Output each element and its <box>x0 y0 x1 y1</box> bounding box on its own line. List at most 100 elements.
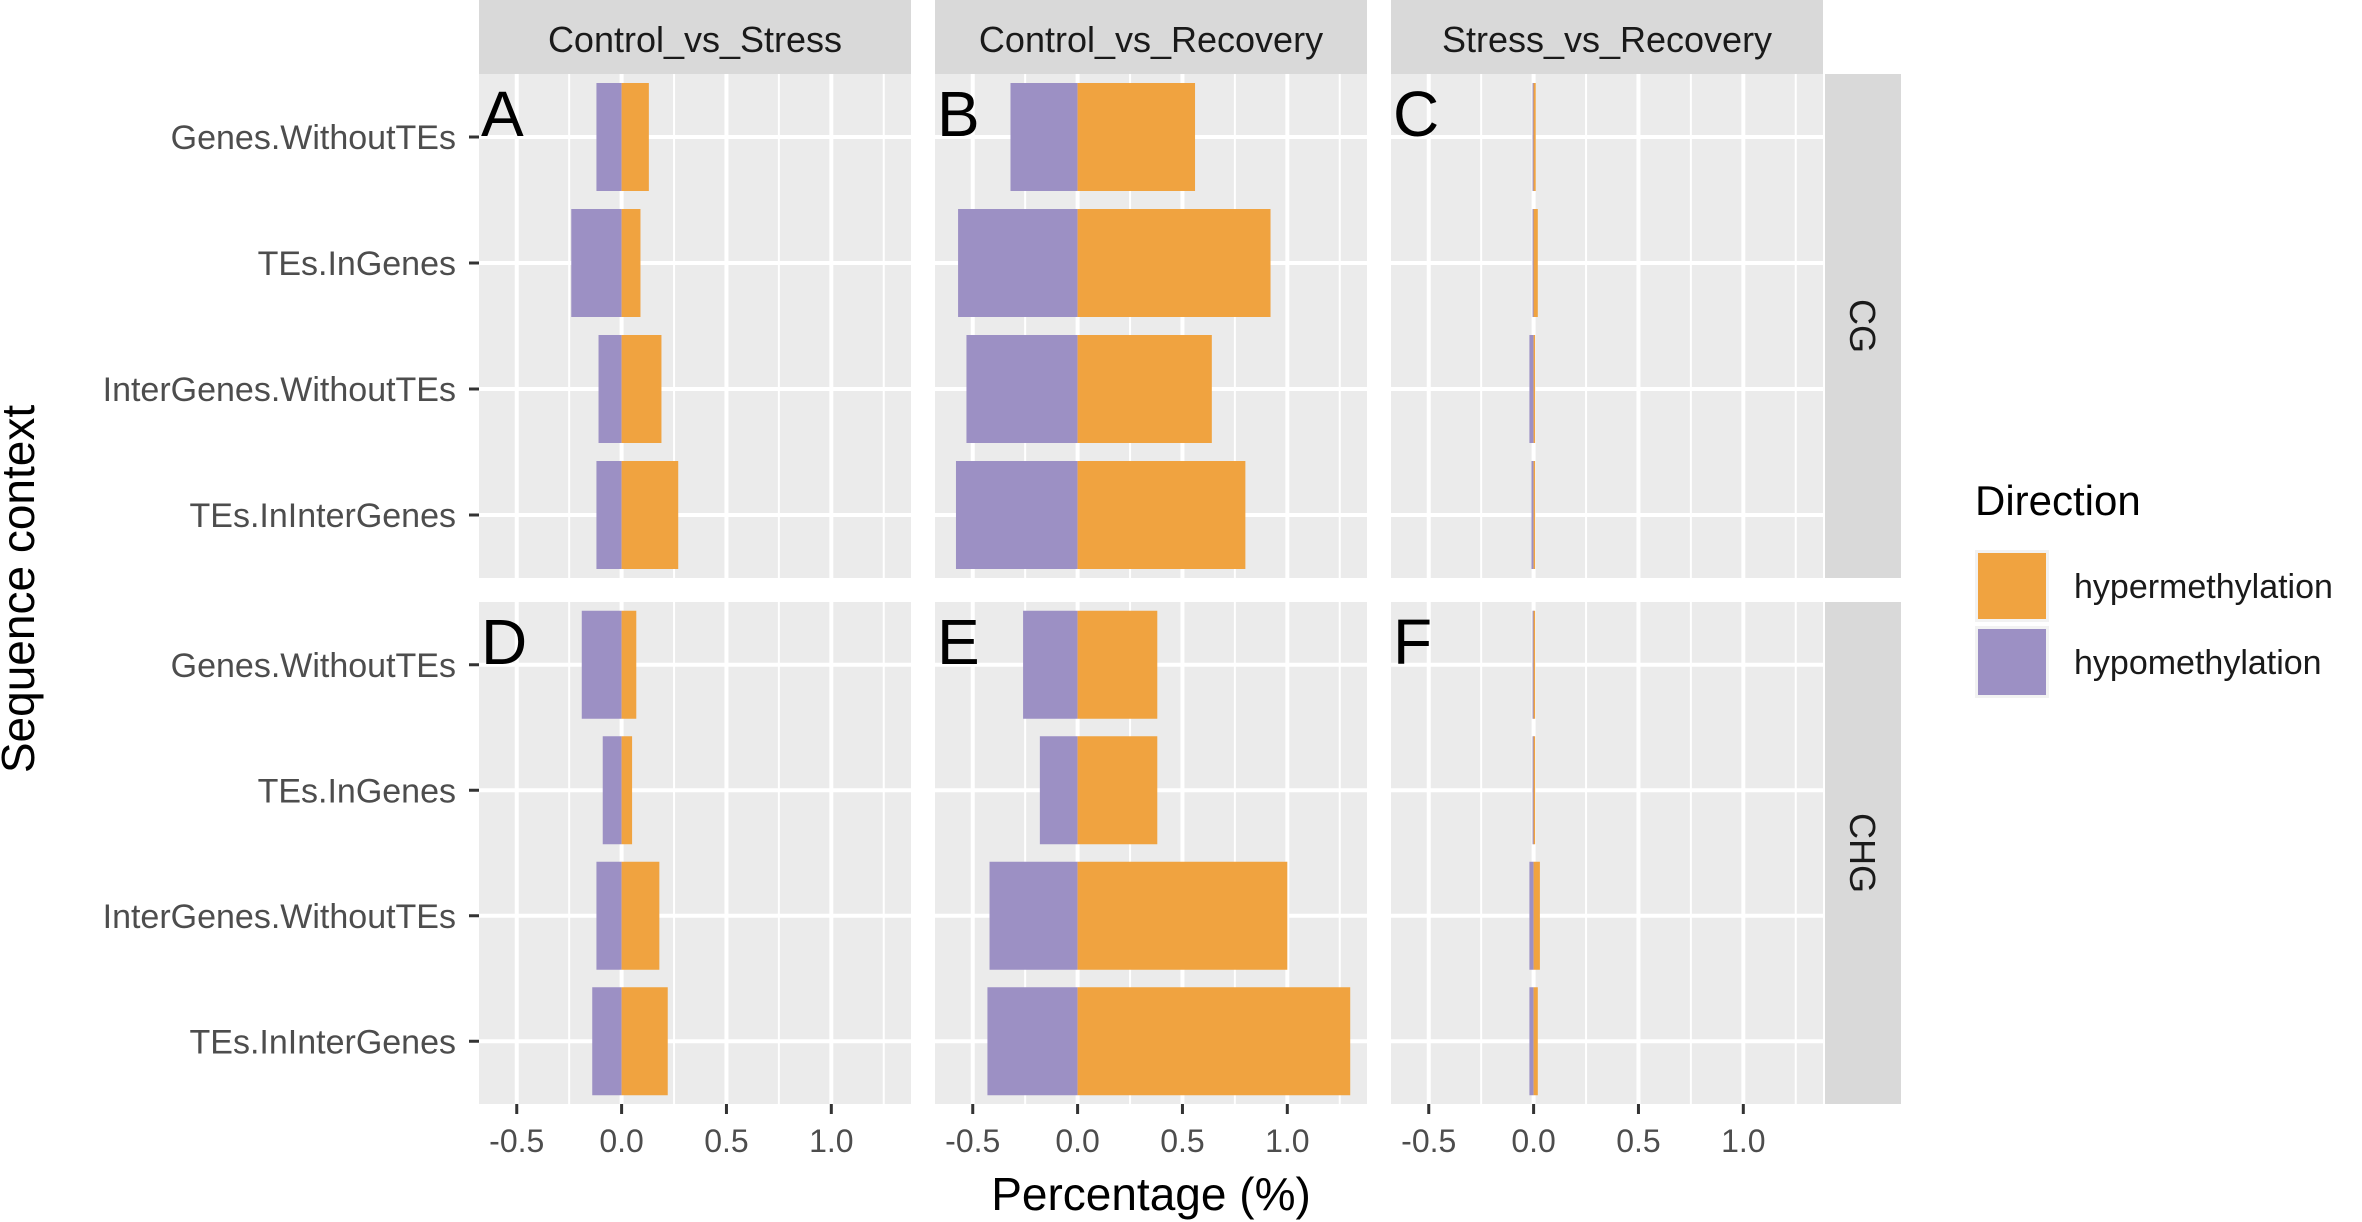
panel-A: A <box>481 78 679 569</box>
bar-hyper-E-3 <box>1077 861 1288 970</box>
bar-hyper-B-1 <box>1077 83 1196 191</box>
x-tick-label: -0.5 <box>489 1123 544 1159</box>
bar-hypo-A-3 <box>598 335 622 443</box>
legend: Direction hypermethylation hypomethylati… <box>1975 477 2333 698</box>
bar-hyper-A-1 <box>621 83 649 191</box>
bar-hypo-C-2 <box>1532 209 1535 317</box>
x-tick-label: 0.5 <box>1616 1123 1660 1159</box>
panel-letter-D: D <box>481 606 527 678</box>
y-axis-title: Sequence context <box>0 405 44 773</box>
panel-letter-C: C <box>1393 78 1439 150</box>
y-tick-label: TEs.InInterGenes <box>190 497 456 535</box>
y-tick-label: TEs.InInterGenes <box>190 1023 456 1061</box>
panel-letter-F: F <box>1393 606 1432 678</box>
panel-bg-r2-c3 <box>1391 602 1823 1104</box>
bar-hypo-B-1 <box>1010 83 1078 191</box>
legend-title: Direction <box>1975 477 2141 524</box>
bar-hypo-A-4 <box>596 461 622 569</box>
bar-hypo-E-1 <box>1023 610 1078 719</box>
bar-hyper-C-4 <box>1533 461 1536 569</box>
x-tick-label: 0.5 <box>704 1123 748 1159</box>
x-tick-label: -0.5 <box>1401 1123 1456 1159</box>
bar-hypo-F-4 <box>1529 987 1534 1096</box>
col-strip-3-label: Stress_vs_Recovery <box>1442 19 1772 60</box>
y-tick-label: Genes.WithoutTEs <box>171 119 456 157</box>
panel-letter-A: A <box>481 78 524 150</box>
x-tick-label: 1.0 <box>1721 1123 1765 1159</box>
y-tick-label: Genes.WithoutTEs <box>171 647 456 685</box>
legend-label-hypomethylation: hypomethylation <box>2074 644 2322 682</box>
bar-hypo-A-2 <box>571 209 622 317</box>
row-strip-1 <box>1825 74 1901 578</box>
bar-hypo-C-4 <box>1531 461 1534 569</box>
bar-hypo-D-4 <box>592 987 622 1096</box>
x-tick-label: 0.0 <box>1055 1123 1099 1159</box>
y-tick-label: TEs.InGenes <box>258 245 456 283</box>
row-strip-2 <box>1825 602 1901 1104</box>
x-tick-label: 0.0 <box>599 1123 643 1159</box>
bar-hypo-D-3 <box>596 861 622 970</box>
col-strip-2 <box>935 0 1367 74</box>
bar-hypo-E-4 <box>987 987 1078 1096</box>
bar-hyper-C-2 <box>1533 209 1538 317</box>
bar-hyper-E-2 <box>1077 736 1158 845</box>
bar-hyper-E-4 <box>1077 987 1351 1096</box>
y-tick-label: InterGenes.WithoutTEs <box>103 371 456 409</box>
bar-hyper-A-2 <box>621 209 641 317</box>
bar-hyper-C-1 <box>1533 83 1536 191</box>
bar-hypo-E-2 <box>1039 736 1078 845</box>
bar-hypo-F-2 <box>1532 736 1535 845</box>
col-strip-1 <box>479 0 911 74</box>
bar-hypo-B-3 <box>966 335 1078 443</box>
panel-B: B <box>937 78 1271 569</box>
bar-hyper-B-3 <box>1077 335 1212 443</box>
bar-hyper-D-4 <box>621 987 668 1096</box>
bar-hyper-A-4 <box>621 461 679 569</box>
col-strip-3 <box>1391 0 1823 74</box>
col-strip-1-label: Control_vs_Stress <box>548 19 842 60</box>
panel-letter-B: B <box>937 78 980 150</box>
panel-D: D <box>481 606 668 1096</box>
bar-hyper-F-3 <box>1533 861 1540 970</box>
bar-hyper-C-3 <box>1533 335 1536 443</box>
row-strip-1-label: CG <box>1842 299 1883 353</box>
bar-hypo-D-1 <box>581 610 622 719</box>
bar-hypo-A-1 <box>596 83 622 191</box>
panel-bg-r1-c1 <box>479 74 911 578</box>
bar-hyper-B-4 <box>1077 461 1246 569</box>
bar-hypo-D-2 <box>602 736 622 845</box>
panel-F: F <box>1393 606 1540 1096</box>
legend-swatch-hypermethylation <box>1978 553 2046 619</box>
x-tick-label: 0.0 <box>1511 1123 1555 1159</box>
bar-hyper-A-3 <box>621 335 662 443</box>
x-tick-label: 1.0 <box>809 1123 853 1159</box>
x-tick-label: -0.5 <box>945 1123 1000 1159</box>
panel-bg-r2-c1 <box>479 602 911 1104</box>
col-strip-2-label: Control_vs_Recovery <box>979 19 1323 60</box>
bar-hypo-B-4 <box>955 461 1078 569</box>
bar-hyper-F-1 <box>1533 610 1536 719</box>
bar-hypo-F-1 <box>1532 610 1535 719</box>
bar-hypo-E-3 <box>989 861 1078 970</box>
bar-hypo-B-2 <box>958 209 1078 317</box>
x-tick-label: 1.0 <box>1265 1123 1309 1159</box>
panel-C: C <box>1393 78 1538 569</box>
bar-hyper-D-2 <box>621 736 633 845</box>
panel-letter-E: E <box>937 606 980 678</box>
bar-hyper-F-4 <box>1533 987 1538 1096</box>
panel-bg-r1-c3 <box>1391 74 1823 578</box>
bar-hyper-F-2 <box>1533 736 1536 845</box>
legend-swatch-hypomethylation <box>1978 629 2046 695</box>
bar-hyper-E-1 <box>1077 610 1158 719</box>
y-tick-label: TEs.InGenes <box>258 772 456 810</box>
bar-hyper-B-2 <box>1077 209 1271 317</box>
panel-E: E <box>937 606 1351 1096</box>
bar-hypo-F-3 <box>1529 861 1534 970</box>
row-strip-2-label: CHG <box>1842 813 1883 893</box>
legend-label-hypermethylation: hypermethylation <box>2074 568 2333 606</box>
y-tick-label: InterGenes.WithoutTEs <box>103 898 456 936</box>
bar-hyper-D-1 <box>621 610 637 719</box>
bar-hypo-C-1 <box>1532 83 1535 191</box>
x-axis-title: Percentage (%) <box>991 1168 1311 1220</box>
